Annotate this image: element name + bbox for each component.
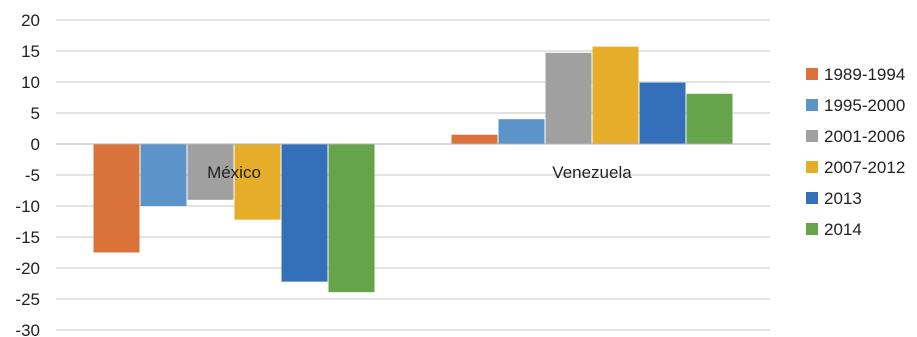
bar-1995-2000-México [140,144,187,206]
bar-2014-México [328,144,375,293]
legend-label: 2013 [824,189,862,208]
bar-2007-2012-Venezuela [592,46,639,144]
category-label: México [207,163,261,182]
y-axis: 20 15 10 5 0 -5 -10 -15 -20 -25 -30 [15,11,40,337]
legend-label: 2007-2012 [824,158,905,177]
legend-swatch [806,161,818,173]
category-label: Venezuela [552,163,632,182]
y-tick-label: -5 [25,166,40,185]
legend-swatch [806,68,818,80]
bar-1989-1994-Venezuela [451,134,498,144]
y-tick-label: -10 [15,197,40,216]
legend-swatch [806,223,818,235]
y-tick-label: -20 [15,259,40,278]
y-tick-label: -25 [15,290,40,309]
legend-swatch [806,192,818,204]
category-labels: México Venezuela [207,163,632,182]
bar-2014-Venezuela [686,93,733,144]
legend-swatch [806,99,818,111]
legend-swatch [806,130,818,142]
y-tick-label: -15 [15,228,40,247]
legend-label: 2014 [824,220,862,239]
legend-label: 1989-1994 [824,65,905,84]
bar-1995-2000-Venezuela [498,119,545,144]
bars [93,46,733,293]
legend: 1989-1994 1995-2000 2001-2006 2007-2012 2013… [806,65,905,239]
bar-1989-1994-México [93,144,140,253]
bar-2001-2006-México [187,144,234,200]
bar-2001-2006-Venezuela [545,52,592,144]
bar-2013-Venezuela [639,82,686,144]
legend-label: 1995-2000 [824,96,905,115]
bar-2013-México [281,144,328,282]
bar-2007-2012-México [234,144,281,220]
y-tick-label: -30 [15,321,40,337]
y-tick-label: 0 [31,135,40,154]
legend-label: 2001-2006 [824,127,905,146]
y-tick-label: 5 [31,104,40,123]
y-tick-label: 10 [21,73,40,92]
y-tick-label: 20 [21,11,40,30]
y-tick-label: 15 [21,42,40,61]
